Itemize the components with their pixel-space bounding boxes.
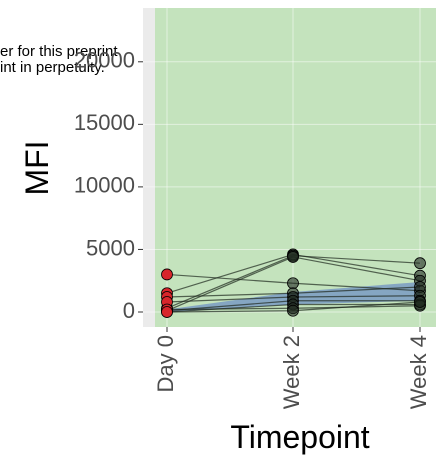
annotation: er for this preprint	[0, 43, 118, 60]
x-tick-label: Week 2	[279, 335, 304, 409]
data-point	[414, 257, 426, 270]
x-tick-label: Week 4	[406, 335, 431, 409]
plot-area	[143, 8, 436, 327]
data-point	[161, 268, 173, 281]
y-tick-label: 0	[123, 298, 135, 323]
y-axis-title: MFI	[19, 140, 55, 195]
x-axis-title: Timepoint	[230, 419, 369, 455]
data-point	[287, 304, 299, 317]
y-tick-label: 5000	[86, 235, 135, 260]
highlight	[155, 8, 436, 327]
data-point	[287, 251, 299, 263]
data-point	[161, 306, 173, 318]
y-tick-label: 10000	[74, 173, 135, 198]
y-tick-label: 15000	[74, 110, 135, 135]
annotation: int in perpetuity.	[0, 59, 105, 76]
data-point	[287, 277, 299, 290]
data-point	[414, 296, 426, 308]
x-tick-label: Day 0	[153, 335, 178, 392]
y-tick-label: 20000	[74, 48, 135, 73]
